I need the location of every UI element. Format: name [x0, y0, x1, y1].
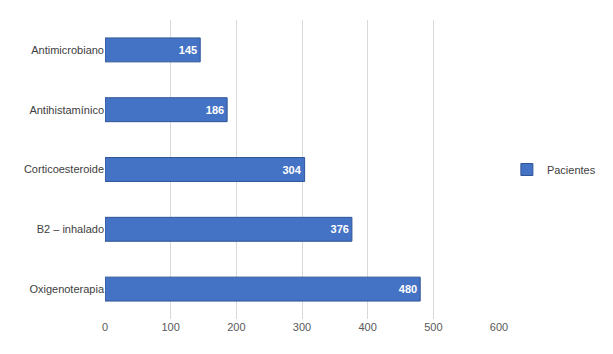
- svg-text:400: 400: [358, 321, 376, 333]
- svg-text:145: 145: [179, 44, 197, 56]
- svg-text:480: 480: [399, 283, 417, 295]
- svg-text:Oxigenoterapia: Oxigenoterapia: [29, 283, 104, 295]
- svg-text:Pacientes: Pacientes: [547, 164, 596, 176]
- svg-text:186: 186: [206, 104, 224, 116]
- svg-text:600: 600: [490, 321, 508, 333]
- svg-text:B2 – inhalado: B2 – inhalado: [37, 223, 104, 235]
- svg-text:Antihistamínico: Antihistamínico: [29, 104, 104, 116]
- svg-text:376: 376: [331, 223, 349, 235]
- svg-text:300: 300: [293, 321, 311, 333]
- svg-text:200: 200: [227, 321, 245, 333]
- svg-text:100: 100: [161, 321, 179, 333]
- svg-text:500: 500: [424, 321, 442, 333]
- svg-text:Corticoesteroide: Corticoesteroide: [24, 163, 104, 175]
- svg-text:0: 0: [102, 321, 108, 333]
- svg-text:304: 304: [282, 164, 301, 176]
- svg-text:Antimicrobiano: Antimicrobiano: [31, 44, 104, 56]
